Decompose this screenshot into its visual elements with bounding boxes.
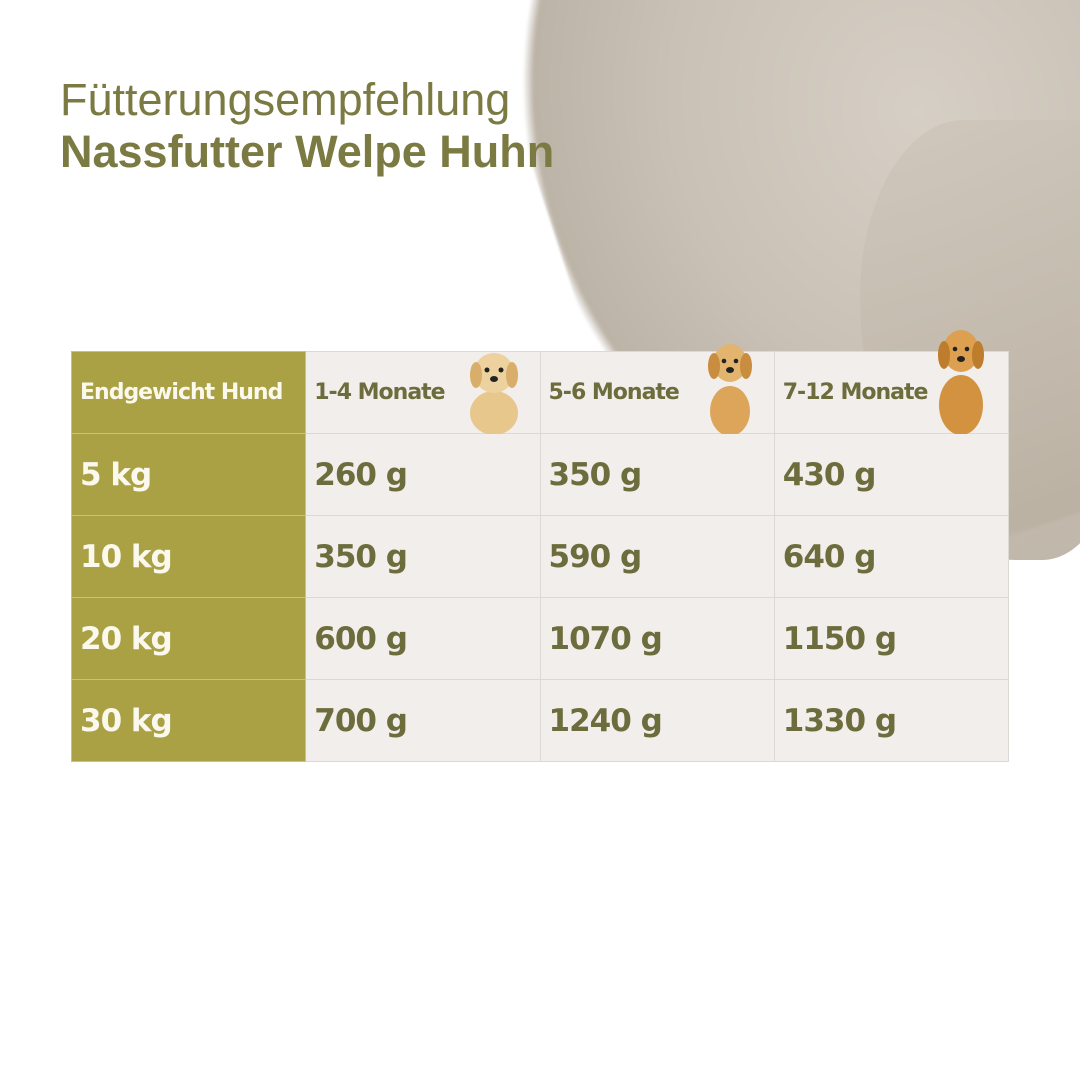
header-label: 7-12 Monate [782,380,929,405]
amount-cell: 1070 g [539,597,775,680]
amount-cell: 350 g [539,433,775,516]
weight-cell: 10 kg [70,515,307,598]
table-row: 10 kg 350 g 590 g 640 g [70,515,1010,598]
puppy-image [469,353,518,435]
amount-cell: 1150 g [773,597,1010,680]
header-age: 7-12 Monate [773,330,1010,435]
amount-cell: 640 g [773,515,1010,598]
title-line2: Nassfutter Welpe Huhn [60,126,555,177]
header-age: 5-6 Monate [539,344,775,436]
table-row: 5 kg 260 g 350 g 430 g [70,433,1010,516]
amount-cell: 590 g [539,515,775,598]
table-row: 20 kg 600 g 1070 g 1150 g [70,597,1010,680]
amount-cell: 1240 g [539,679,775,762]
amount-cell: 1330 g [773,679,1010,762]
header-age: 1-4 Monate [305,351,541,435]
header-weight: Endgewicht Hund [70,351,307,434]
feeding-table: Endgewicht Hund 1-4 Monate 5-6 Monate 7-… [70,330,1010,762]
amount-cell: 350 g [305,515,541,598]
title-line1: Fütterungsempfehlung [60,74,511,125]
amount-cell: 600 g [305,597,541,680]
weight-cell: 20 kg [70,597,307,680]
adult-dog-image [938,330,984,435]
young-dog-image [707,344,752,436]
table-row: 30 kg 700 g 1240 g 1330 g [70,679,1010,762]
header-label: 1-4 Monate [314,380,445,405]
header-label: 5-6 Monate [548,380,680,405]
amount-cell: 430 g [773,433,1010,516]
amount-cell: 260 g [305,433,541,516]
weight-cell: 30 kg [70,679,307,762]
page-title: Fütterungsempfehlung Nassfutter Welpe Hu… [60,74,554,178]
amount-cell: 700 g [305,679,541,762]
weight-cell: 5 kg [70,433,307,516]
table-header-row: Endgewicht Hund 1-4 Monate 5-6 Monate 7-… [70,330,1010,436]
